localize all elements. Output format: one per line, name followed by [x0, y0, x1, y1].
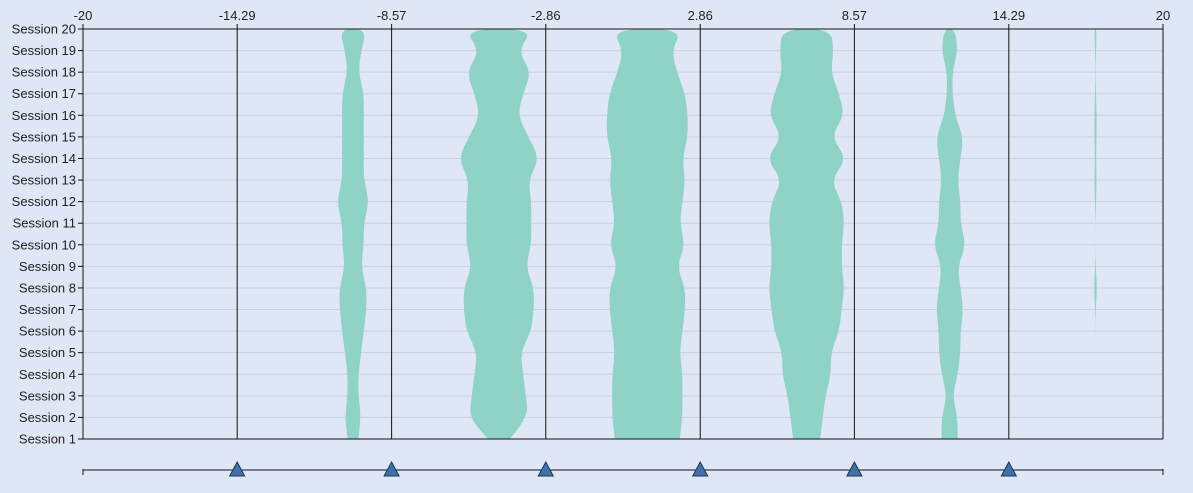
range-slider[interactable] [82, 460, 1164, 477]
y-category-label: Session 18 [12, 65, 76, 80]
y-category-label: Session 19 [12, 43, 76, 58]
x-tick-label: -14.29 [219, 8, 256, 23]
x-tick-label: 20 [1156, 8, 1170, 23]
x-tick-label: 8.57 [842, 8, 867, 23]
slider-handle[interactable] [383, 460, 400, 477]
y-category-label: Session 2 [19, 410, 76, 425]
y-category-label: Session 15 [12, 129, 76, 144]
x-tick-label: -2.86 [531, 8, 561, 23]
violin-layer [338, 29, 1097, 439]
y-category-label: Session 12 [12, 194, 76, 209]
y-category-label: Session 13 [12, 173, 76, 188]
x-tick-labels: -20 -14.29 -8.57 -2.86 2.86 8.57 14.29 20 [74, 8, 1171, 23]
y-category-label: Session 3 [19, 388, 76, 403]
axis-layer [78, 24, 1164, 440]
x-tick-label: -8.57 [377, 8, 407, 23]
violin-shape-1 [338, 29, 368, 439]
y-category-label: Session 14 [12, 151, 76, 166]
y-category-label: Session 17 [12, 86, 76, 101]
slider-handle[interactable] [1000, 460, 1018, 477]
y-category-label: Session 1 [19, 432, 76, 447]
divider-layer [236, 29, 1010, 439]
y-category-label: Session 7 [19, 302, 76, 317]
y-category-label: Session 4 [19, 367, 76, 382]
y-category-label: Session 5 [19, 345, 76, 360]
y-category-label: Session 6 [19, 324, 76, 339]
violin-shape-6 [1094, 29, 1097, 439]
y-category-labels: Session 1 Session 2 Session 3 Session 4 Sess… [12, 22, 76, 447]
violin-shape-3 [606, 29, 688, 439]
slider-handle[interactable] [846, 460, 863, 477]
x-tick-label: -20 [74, 8, 93, 23]
violin-shape-2 [461, 29, 537, 439]
y-category-label: Session 10 [12, 237, 76, 252]
x-tick-label: 14.29 [993, 8, 1026, 23]
y-category-label: Session 20 [12, 22, 76, 37]
y-category-label: Session 8 [19, 280, 76, 295]
slider-handle[interactable] [537, 460, 555, 477]
x-tick-label: 2.86 [688, 8, 713, 23]
slider-handle[interactable] [228, 460, 246, 477]
violin-shape-5 [935, 29, 965, 439]
slider-handle[interactable] [691, 460, 709, 477]
y-category-label: Session 16 [12, 108, 76, 123]
y-category-label: Session 11 [13, 216, 76, 231]
violin-shape-4 [769, 29, 844, 439]
y-category-label: Session 9 [19, 259, 76, 274]
